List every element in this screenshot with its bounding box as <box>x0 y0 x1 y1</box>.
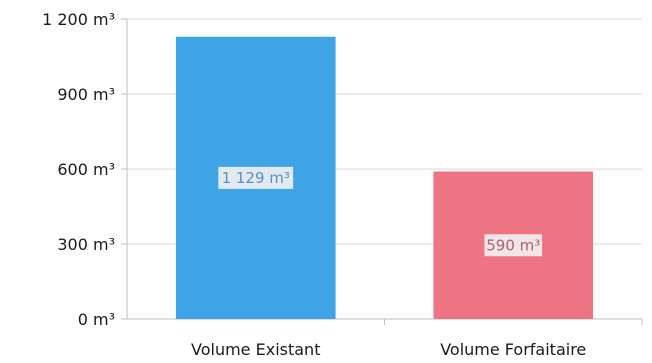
y-tick-label: 600 m³ <box>57 160 115 179</box>
data-label: 1 129 m³ <box>222 169 290 187</box>
labels: 0 m³ 300 m³ 600 m³ 900 m³ 1 200 m³ Volume Exi… <box>42 10 586 359</box>
data-label-box <box>484 234 543 257</box>
y-tick-label: 300 m³ <box>57 235 115 254</box>
data-label-box <box>218 166 294 189</box>
y-tick-label: 900 m³ <box>57 85 115 104</box>
x-category-label: Volume Forfaitaire <box>440 340 586 359</box>
y-tick-label: 0 m³ <box>78 310 115 329</box>
data-label: 590 m³ <box>486 236 540 254</box>
y-tick-label: 1 200 m³ <box>42 10 115 29</box>
x-category-label: Volume Existant <box>191 340 320 359</box>
